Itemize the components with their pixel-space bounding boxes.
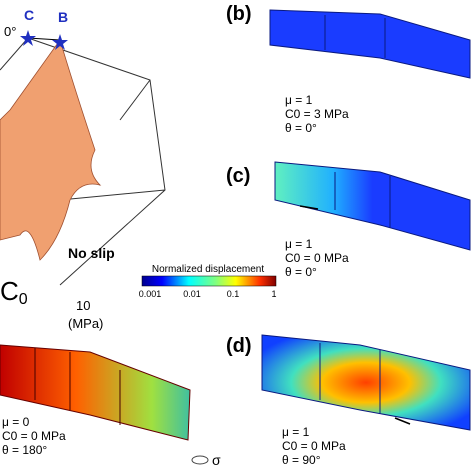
axis-tick: 10 bbox=[76, 298, 90, 313]
panel-label: (d) bbox=[226, 335, 252, 357]
star-c bbox=[20, 30, 36, 46]
colorbar-tick: 0.01 bbox=[183, 289, 201, 299]
star-label: B bbox=[58, 9, 68, 25]
arrow bbox=[394, 417, 411, 425]
param: θ = 90° bbox=[282, 453, 321, 467]
axis-unit: (MPa) bbox=[68, 316, 103, 331]
param: C0 = 3 MPa bbox=[285, 107, 349, 121]
fault-sheet bbox=[0, 344, 191, 441]
fault-edge bbox=[334, 172, 391, 228]
fault-edge bbox=[324, 15, 386, 58]
colorbar-tick: 0.1 bbox=[227, 289, 240, 299]
stress-icon bbox=[191, 455, 209, 465]
param: μ = 0 bbox=[2, 415, 30, 429]
param: θ = 180° bbox=[2, 443, 47, 457]
slip-surface bbox=[0, 39, 102, 261]
param: μ = 1 bbox=[282, 425, 310, 439]
arrow bbox=[299, 205, 319, 210]
param: C0 = 0 MPa bbox=[285, 251, 349, 265]
colorbar-title: Normalized displacement bbox=[152, 264, 264, 275]
colorbar-tick: 0.001 bbox=[139, 289, 162, 299]
edge bbox=[27, 37, 61, 41]
fault-sheet bbox=[261, 334, 471, 431]
param: C0 = 0 MPa bbox=[282, 439, 346, 453]
axis-label: C0 bbox=[0, 276, 28, 308]
param: θ = 0° bbox=[285, 265, 317, 279]
angle-label: 0° bbox=[4, 24, 16, 39]
panel-label: (b) bbox=[226, 3, 252, 25]
fault-sheet bbox=[269, 9, 471, 79]
sigma-label: σ bbox=[212, 452, 221, 468]
colorbar-tick: 1 bbox=[271, 289, 276, 299]
region-label: No slip bbox=[68, 245, 115, 261]
fault-sheet bbox=[274, 161, 471, 251]
star-b bbox=[52, 34, 68, 50]
param: μ = 1 bbox=[285, 93, 313, 107]
param: C0 = 0 MPa bbox=[2, 429, 66, 443]
fault-edge bbox=[34, 348, 121, 425]
panel-label: (c) bbox=[226, 165, 250, 187]
fault-edge bbox=[319, 343, 381, 414]
colorbar bbox=[141, 275, 277, 287]
param: μ = 1 bbox=[285, 237, 313, 251]
param: θ = 0° bbox=[285, 121, 317, 135]
star-label: C bbox=[24, 7, 34, 23]
